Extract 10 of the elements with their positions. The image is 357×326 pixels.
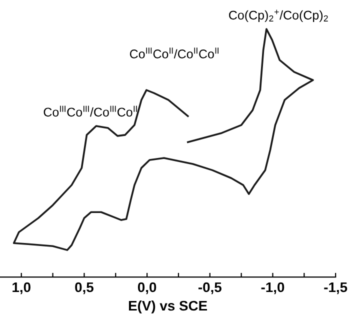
x-tick-label: -1,0 bbox=[261, 282, 284, 294]
text: Co(Cp)$_{2}$$^{+}$/Co(Cp)$_{2}$ bbox=[229, 10, 328, 22]
x-axis-title: E(V) vs SCE bbox=[128, 300, 207, 314]
x-tick-label: -1,5 bbox=[324, 282, 348, 294]
x-tick-label: 0,0 bbox=[138, 282, 156, 294]
x-tick-label: -0,5 bbox=[198, 282, 222, 294]
annotation: Co$^{III}$Co$^{III}$/Co$^{III}$Co$^{II}$ bbox=[44, 106, 137, 117]
x-tick-label: 0,5 bbox=[75, 282, 94, 294]
x-tick-label: 1,0 bbox=[12, 282, 30, 294]
annotation: Co$^{III}$Co$^{II}$/Co$^{II}$Co$^{II}$ bbox=[130, 48, 218, 58]
